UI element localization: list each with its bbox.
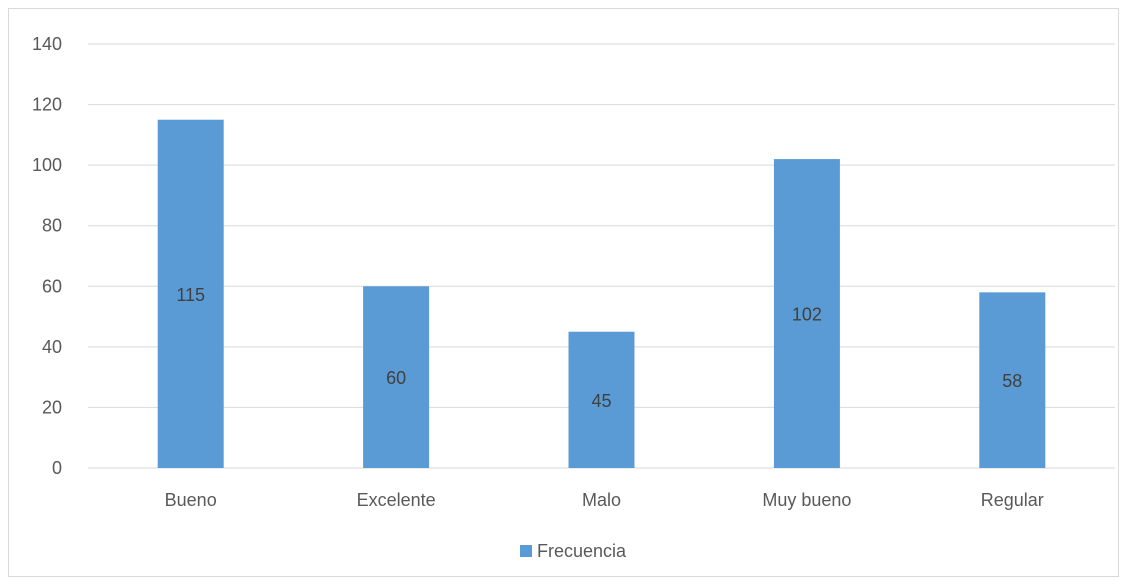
y-tick-label: 0 <box>52 458 62 478</box>
data-label: 102 <box>792 305 822 325</box>
bar-malo <box>568 331 635 468</box>
x-tick-label: Excelente <box>357 490 436 510</box>
gridlines <box>88 43 1115 469</box>
legend-swatch-frecuencia <box>520 545 532 557</box>
y-tick-label: 100 <box>32 155 62 175</box>
y-tick-label: 140 <box>32 34 62 54</box>
data-label: 58 <box>1002 371 1022 391</box>
bar-regular <box>979 292 1046 468</box>
y-tick-label: 120 <box>32 95 62 115</box>
data-label: 45 <box>591 391 611 411</box>
data-labels: 115 60 45 102 58 <box>176 285 1022 411</box>
x-axis-tick-labels: Bueno Excelente Malo Muy bueno Regular <box>165 490 1044 510</box>
bar-muy-bueno <box>773 159 840 469</box>
x-tick-label: Regular <box>981 490 1044 510</box>
legend-label-frecuencia: Frecuencia <box>537 541 627 561</box>
x-tick-label: Muy bueno <box>762 490 851 510</box>
legend: Frecuencia <box>520 541 627 561</box>
y-tick-label: 60 <box>42 276 62 296</box>
data-label: 115 <box>176 285 205 305</box>
y-tick-label: 20 <box>42 397 62 417</box>
bar-bueno <box>157 119 224 468</box>
data-label: 60 <box>386 368 406 388</box>
y-axis-tick-labels: 0 20 40 60 80 100 120 140 <box>32 34 62 478</box>
x-tick-label: Malo <box>582 490 621 510</box>
bar-excelente <box>363 286 430 468</box>
x-tick-label: Bueno <box>165 490 217 510</box>
bars <box>157 119 1046 469</box>
y-tick-label: 40 <box>42 337 62 357</box>
y-tick-label: 80 <box>42 216 62 236</box>
